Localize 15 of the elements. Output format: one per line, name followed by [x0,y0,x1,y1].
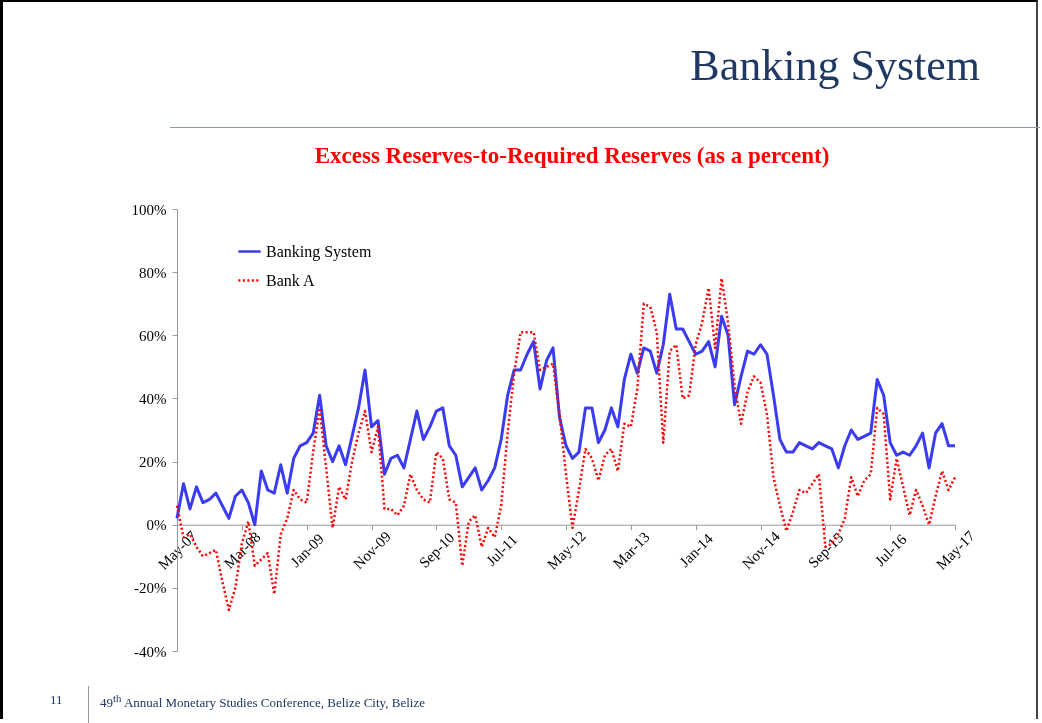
y-tick-label: -20% [134,580,167,597]
text: 49$^{th}$ Annual Monetary Studies Conference, Belize City, Belize [100,692,425,712]
legend-label: Bank A [266,271,315,289]
y-tick-label: 100% [131,201,167,218]
legend-label: Banking System [266,242,372,261]
y-tick-label: 80% [139,264,167,281]
y-tick-label: 40% [139,390,167,407]
y-tick-label: 20% [139,454,167,471]
y-tick-label: 60% [139,327,167,344]
y-tick-label: -40% [134,643,167,660]
chart-subtitle: Excess Reserves-to-Required Reserves (as a percent) [313,143,831,169]
line-series [175,292,957,527]
chart-title: Banking System [690,40,980,91]
y-tick-label: 0% [146,517,167,534]
text: 11 [50,692,63,708]
